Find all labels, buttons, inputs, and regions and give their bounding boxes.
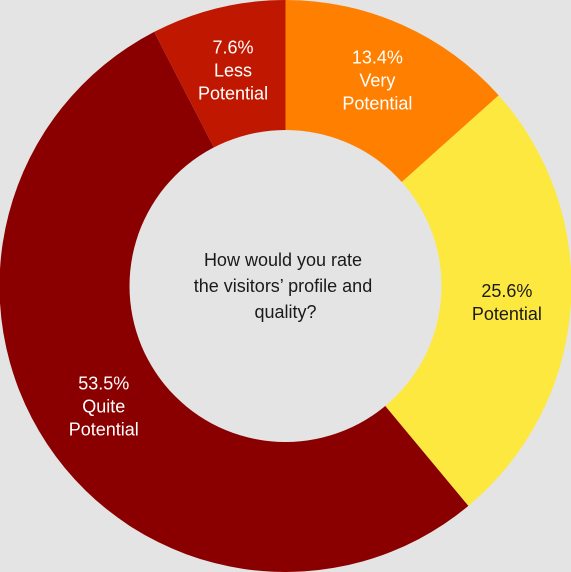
center-question-line-2: the visitors’ profile and bbox=[194, 276, 372, 296]
slice-label-line: 25.6% bbox=[481, 281, 532, 301]
slice-label-very-potential: 13.4% Very Potential bbox=[342, 48, 412, 114]
slice-label-less-potential: 7.6% Less Potential bbox=[198, 37, 268, 103]
slice-label-line: Potential bbox=[198, 83, 268, 103]
center-question-line-1: How would you rate bbox=[204, 250, 362, 270]
slice-label-line: 53.5% bbox=[78, 373, 129, 393]
slice-label-line: Very bbox=[359, 71, 395, 91]
slice-label-quite-potential: 53.5% Quite Potential bbox=[69, 373, 139, 439]
slice-label-line: Potential bbox=[69, 419, 139, 439]
center-question-line-3: quality? bbox=[254, 302, 316, 322]
slice-label-line: 7.6% bbox=[213, 37, 254, 57]
slice-label-potential: 25.6% Potential bbox=[472, 281, 542, 324]
slice-labels-group: 13.4% Very Potential 25.6% Potential 53.5% Qui… bbox=[69, 37, 542, 439]
slice-label-line: Quite bbox=[82, 396, 125, 416]
slice-label-line: Less bbox=[214, 60, 252, 80]
donut-hole bbox=[129, 130, 442, 442]
center-question: How would you rate the visitors’ profile… bbox=[194, 250, 377, 322]
slice-label-line: Potential bbox=[472, 304, 542, 324]
slice-label-line: Potential bbox=[342, 94, 412, 114]
slice-label-line: 13.4% bbox=[352, 48, 403, 68]
